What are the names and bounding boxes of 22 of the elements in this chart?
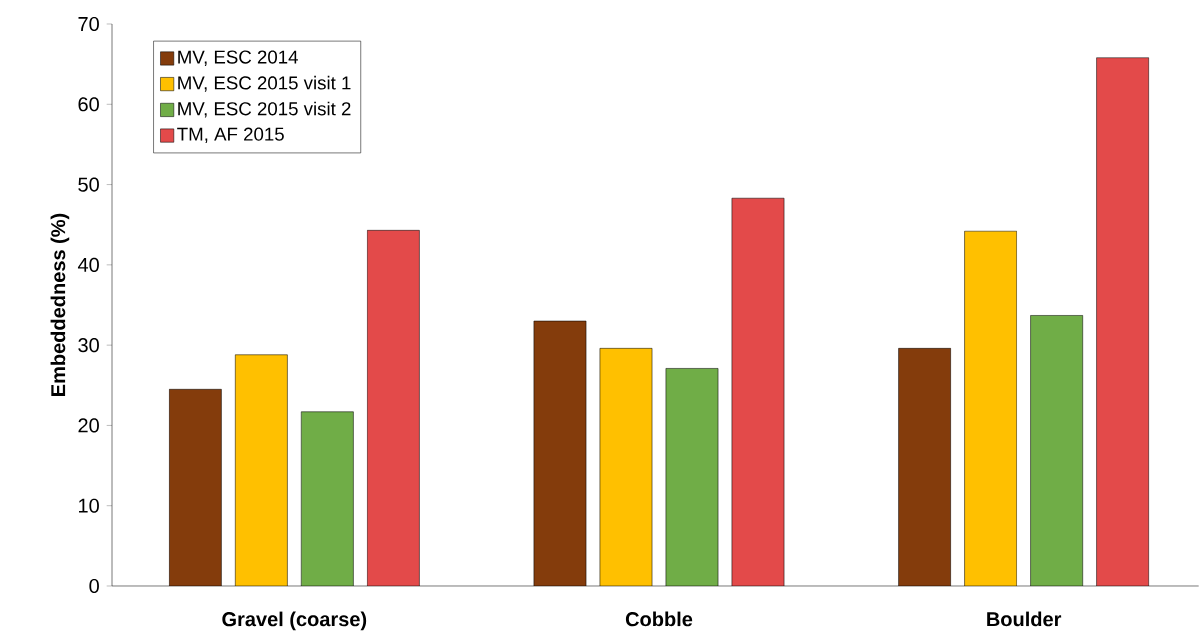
y-tick-label: 30 [78,338,99,353]
y-tick-label: 40 [77,257,99,272]
bar [665,368,719,586]
y-tick-label: 60 [78,97,99,112]
y-tick-label: 70 [78,16,99,32]
y-tick-label: 20 [78,418,99,433]
bar [367,230,420,586]
x-tick-label: Cobble [625,611,693,627]
legend-label: TM, AF 2015 [177,127,284,143]
x-tick-label: Gravel (coarse) [222,611,367,631]
y-tick-label: 10 [79,498,99,513]
bar [731,198,785,586]
y-tick-label: 50 [78,177,99,192]
bar [1096,57,1149,586]
x-tick-label: Boulder [987,611,1062,627]
bar [301,411,354,586]
bar [1030,315,1083,586]
legend-label: MV, ESC 2015 visit 2 [178,101,351,118]
y-tick-label: 0 [89,578,99,594]
y-axis-title: Embeddedness (%) [50,213,70,396]
legend-label: MV, ESC 2015 visit 1 [178,75,351,92]
legend-label: MV, ESC 2014 [178,50,298,66]
